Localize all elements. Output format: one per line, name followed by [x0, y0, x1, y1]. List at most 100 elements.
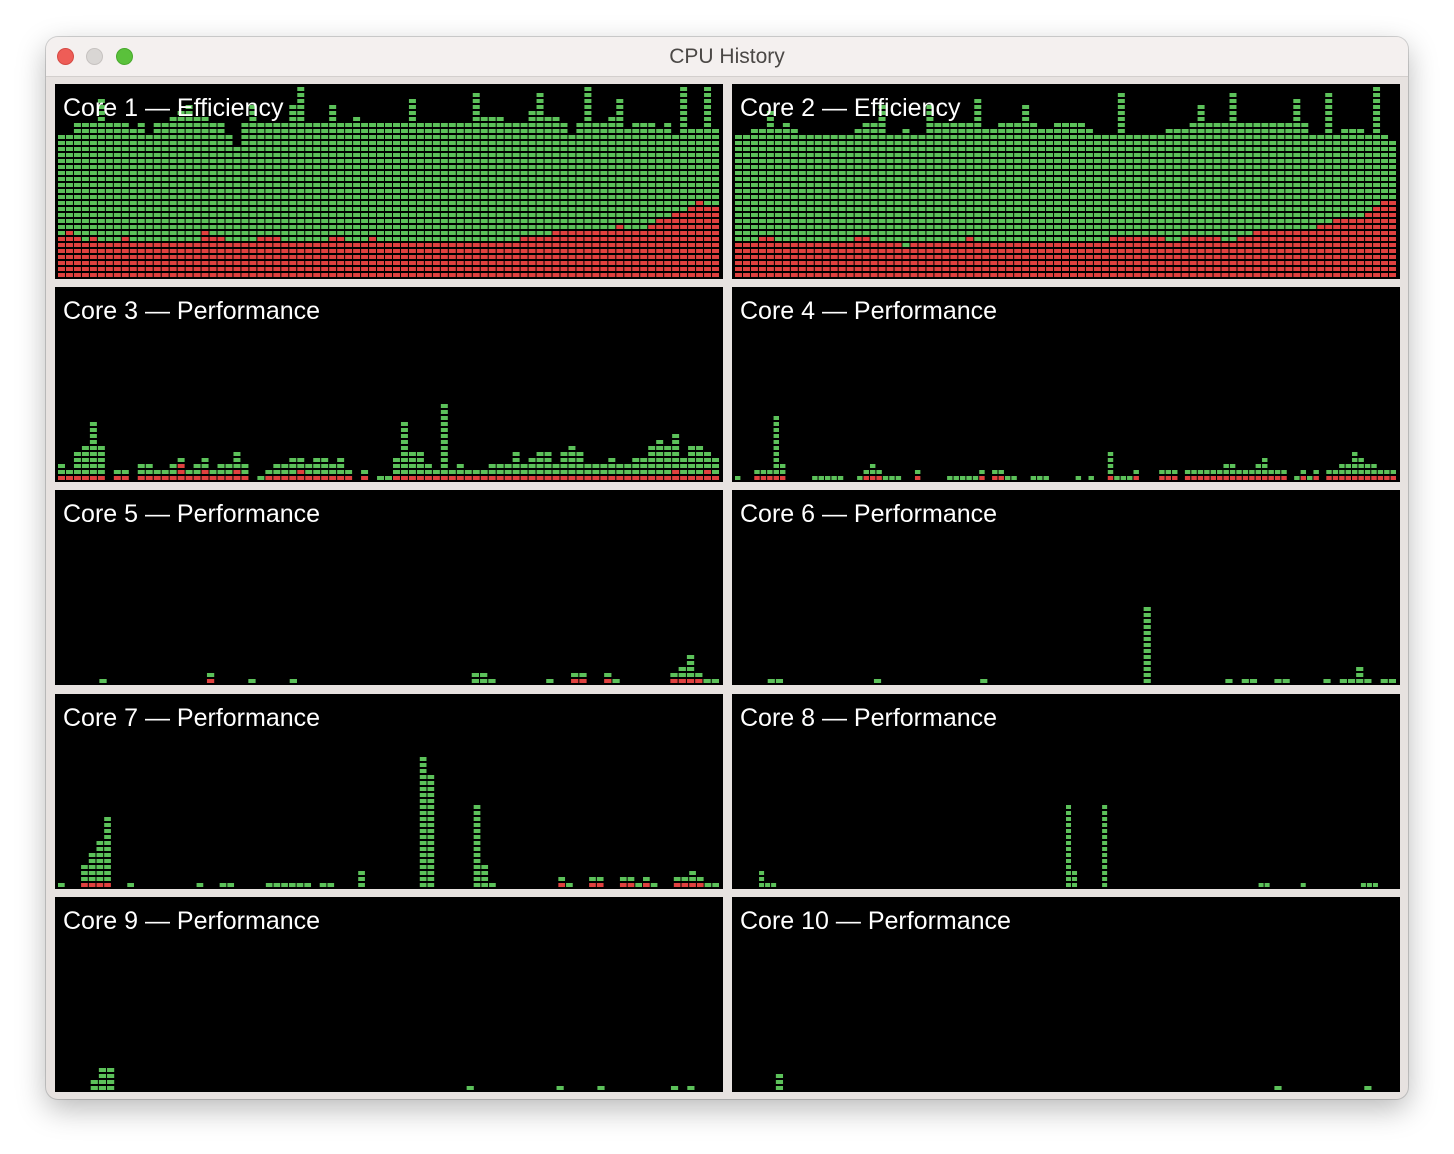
core-graph-8 [759, 805, 1378, 887]
cpu-bar [1072, 871, 1078, 887]
cpu-bar [1143, 607, 1151, 683]
cpu-bar [798, 135, 806, 277]
cpu-bar [89, 123, 97, 277]
cpu-bar [712, 883, 719, 887]
cpu-bar [161, 470, 169, 480]
cpu-bar [1352, 452, 1358, 480]
close-button[interactable] [57, 48, 74, 65]
cpu-bar [385, 476, 392, 480]
cpu-bar [1054, 123, 1062, 277]
cpu-bar [288, 883, 296, 887]
cpu-bar [206, 673, 215, 683]
cpu-bar [528, 458, 536, 480]
cpu-bar [496, 464, 504, 480]
cpu-bar [440, 123, 448, 277]
minimize-button[interactable] [86, 48, 103, 65]
cpu-history-window: CPU History Core 1 — Efficiency Core 2 —… [46, 37, 1408, 1099]
cpu-bar [966, 476, 972, 480]
cpu-bar [265, 123, 273, 277]
cpu-bar [696, 129, 704, 277]
cpu-bar [624, 129, 632, 277]
cpu-bar [980, 679, 988, 683]
cpu-bar [775, 679, 784, 683]
cpu-bar [1022, 105, 1030, 277]
cpu-bar [227, 883, 235, 887]
cpu-bar [1377, 470, 1384, 480]
cpu-bar [81, 446, 89, 480]
cpu-bar [650, 883, 658, 887]
cpu-bar [830, 135, 838, 277]
cpu-bar [648, 446, 656, 480]
core-panel-2: Core 2 — Efficiency [732, 84, 1400, 279]
cpu-bar [695, 673, 703, 683]
cpu-bar [878, 105, 886, 277]
title-bar[interactable]: CPU History [46, 37, 1408, 77]
cpu-bar [169, 117, 177, 277]
cpu-bar [305, 123, 313, 277]
cpu-bar [990, 129, 998, 277]
cpu-bar [771, 883, 777, 887]
cpu-bar [88, 853, 96, 887]
cpu-bar [358, 871, 365, 887]
cpu-bar [96, 841, 104, 887]
cpu-bar [876, 470, 882, 480]
cpu-bar [584, 87, 592, 277]
cpu-bar [1294, 476, 1300, 480]
cpu-bar [758, 129, 766, 277]
core-panel-9: Core 9 — Performance [55, 897, 723, 1092]
cpu-bar [688, 446, 696, 480]
cpu-bar [416, 452, 424, 480]
cpu-bar [1229, 464, 1236, 480]
cpu-bar [121, 123, 129, 277]
cpu-bar [209, 470, 217, 480]
cpu-bar [600, 464, 608, 480]
core-label-8: Core 8 — Performance [740, 704, 998, 732]
cpu-bar [576, 452, 584, 480]
cpu-bar [584, 464, 592, 480]
cpu-bar [369, 123, 377, 277]
cpu-bar [766, 111, 774, 277]
zoom-button[interactable] [116, 48, 133, 65]
cpu-bar [185, 470, 193, 480]
cpu-bar [321, 458, 329, 480]
cpu-bar [73, 123, 81, 277]
cpu-bar [281, 883, 288, 887]
cpu-bar [1249, 470, 1255, 480]
cpu-bar [464, 470, 472, 480]
cpu-bar [217, 123, 225, 277]
cpu-bar [177, 458, 185, 480]
cpu-bar [870, 123, 878, 277]
cpu-bar [504, 464, 512, 480]
cpu-bar [998, 123, 1006, 277]
cpu-bar [579, 673, 587, 683]
cpu-bar [233, 147, 241, 277]
cpu-bar [1149, 135, 1157, 277]
cpu-bar [1325, 93, 1333, 277]
cpu-bar [910, 135, 918, 277]
cpu-bar [592, 464, 600, 480]
cpu-bar [233, 452, 241, 480]
cpu-bar [1323, 679, 1331, 683]
cpu-bar [1191, 470, 1197, 480]
cpu-bar [201, 458, 209, 480]
cpu-bar [416, 123, 424, 277]
cpu-bar [704, 883, 712, 887]
cpu-bar [681, 877, 689, 887]
cpu-bar [1210, 470, 1217, 480]
cpu-bar [113, 123, 121, 277]
cpu-bar [296, 883, 304, 887]
cpu-bar [818, 476, 824, 480]
cpu-bar [1285, 123, 1293, 277]
cpu-bar [1356, 667, 1364, 683]
cpu-bar [512, 452, 520, 480]
cpu-bar [345, 123, 353, 277]
cpu-bar [1125, 135, 1133, 277]
cpu-bar [329, 105, 337, 277]
cpu-bar [735, 135, 742, 277]
core-label-1: Core 1 — Efficiency [63, 94, 284, 122]
cpu-bar [1189, 123, 1197, 277]
cpu-bar [873, 679, 882, 683]
cpu-bar [592, 123, 600, 277]
cpu-bar [177, 111, 185, 277]
cpu-bar [209, 123, 217, 277]
